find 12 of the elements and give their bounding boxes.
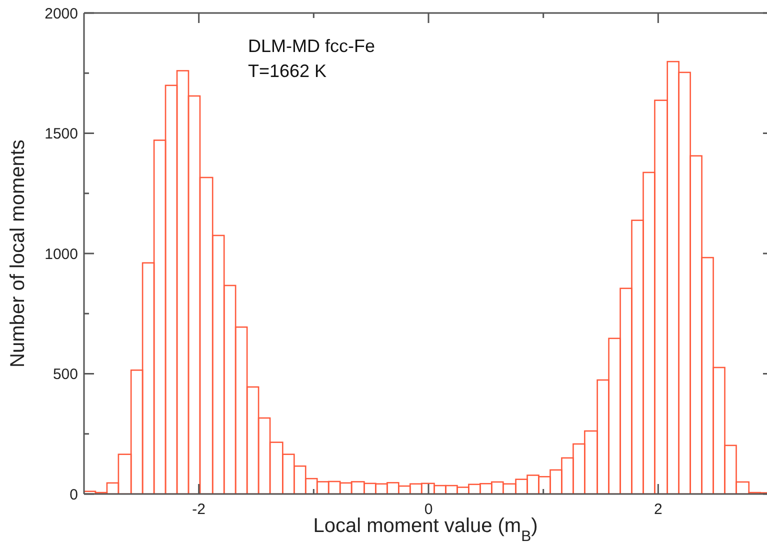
y-tick-label: 1500	[44, 126, 78, 142]
x-tick-label: -2	[192, 501, 206, 518]
y-tick-label: 1000	[44, 246, 78, 263]
y-axis-title: Number of local moments	[7, 140, 29, 368]
annotation: DLM-MD fcc-Fe	[248, 36, 375, 56]
annotation: T=1662 K	[248, 61, 327, 81]
y-tick-label: 500	[52, 366, 78, 383]
y-tick-label: 2000	[44, 5, 78, 22]
x-tick-label: 2	[654, 501, 662, 518]
y-tick-label: 0	[70, 486, 78, 504]
x-tick-label: 0	[424, 501, 433, 518]
x-axis-title: Local moment value (m$_{B}$)	[313, 515, 538, 544]
